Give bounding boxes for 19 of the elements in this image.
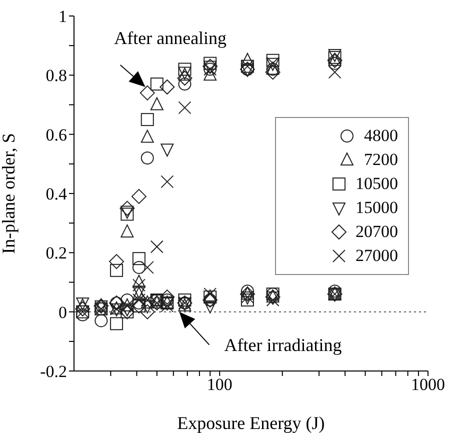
y-tick-label: 0 xyxy=(58,302,67,322)
legend-label: 15000 xyxy=(356,198,398,218)
legend-label: 27000 xyxy=(356,246,398,266)
x-axis-title: Exposure Energy (J) xyxy=(177,413,325,433)
x-tick-label: 1000 xyxy=(411,375,445,394)
y-tick-label: 0.2 xyxy=(46,244,67,263)
y-tick-label: 0.6 xyxy=(46,125,67,144)
y-tick-label: 0.8 xyxy=(46,66,67,86)
y-tick-label: 0.4 xyxy=(46,184,68,204)
y-tick-label: -0.2 xyxy=(40,362,67,382)
annotation: After annealing xyxy=(114,28,227,48)
legend-label: 7200 xyxy=(364,150,398,170)
legend-label: 4800 xyxy=(364,126,398,146)
legend-label: 20700 xyxy=(356,222,398,242)
x-tick-label: 100 xyxy=(206,375,232,394)
y-tick-label: 1 xyxy=(58,7,67,26)
y-axis-title: In-plane order, S xyxy=(0,133,18,254)
legend-label: 10500 xyxy=(356,174,398,194)
annotation: After irradiating xyxy=(224,334,342,355)
